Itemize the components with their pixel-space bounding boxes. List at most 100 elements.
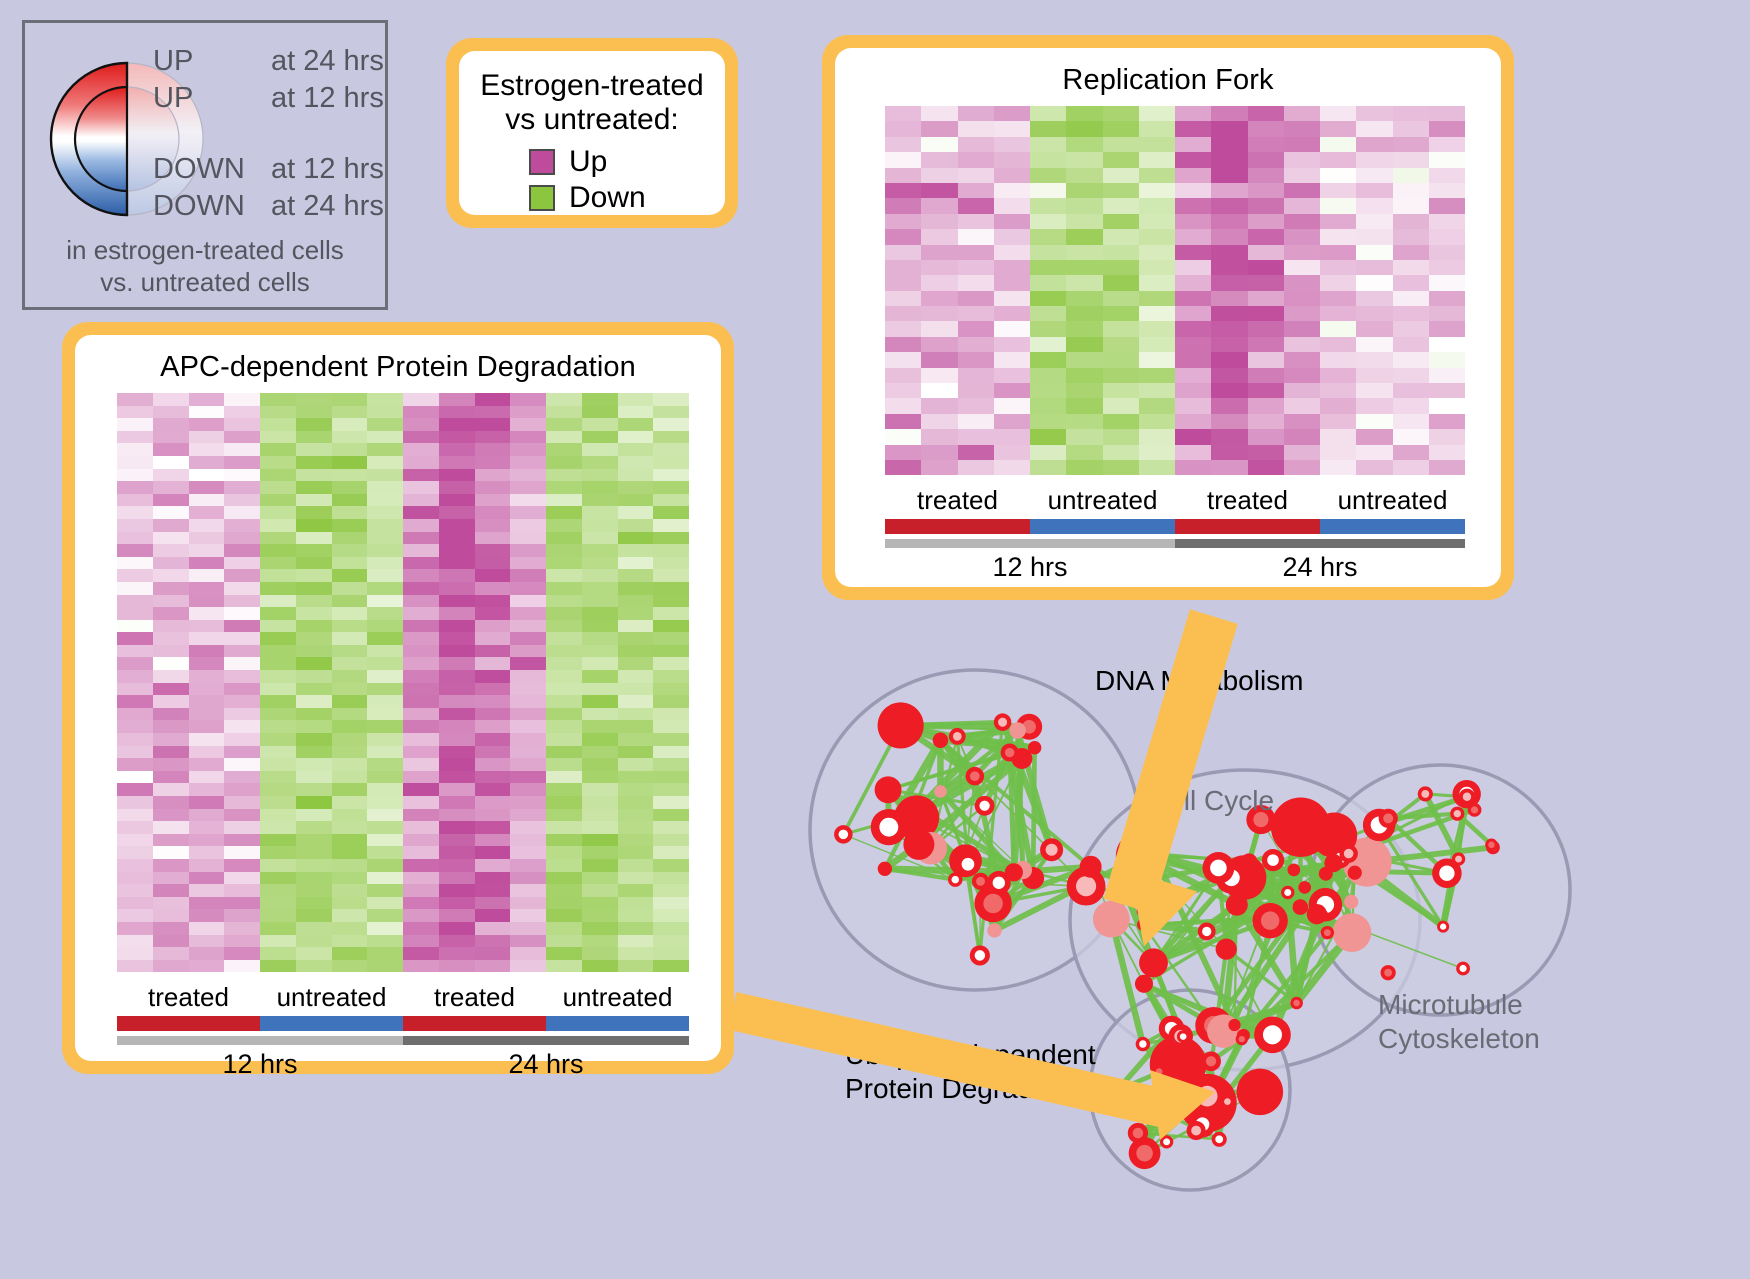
network-node[interactable] [1135,975,1153,993]
network-node[interactable] [1005,863,1023,881]
network-node[interactable] [1237,1069,1283,1115]
legend-key-label: UP [153,45,271,78]
network-node[interactable] [975,950,985,960]
network-node[interactable] [1215,1135,1223,1143]
timepoint-color-bar [117,1036,689,1045]
network-node[interactable] [1173,1090,1180,1097]
network-node[interactable] [1293,1000,1300,1007]
network-node[interactable] [875,776,902,803]
network-node[interactable] [1163,1138,1170,1145]
replication-fork-title: Replication Fork [835,48,1501,97]
network-node[interactable] [1384,969,1392,977]
legend-value-label: at 24 hrs [271,190,384,223]
network-node[interactable] [878,862,892,876]
network-diagram: DNA Metabolism Cell Cycle Microtubule Cy… [790,620,1750,1279]
network-node[interactable] [1147,846,1162,861]
network-node[interactable] [1093,901,1130,938]
network-node[interactable] [1210,860,1227,877]
network-node[interactable] [1383,813,1393,823]
network-node[interactable] [953,732,962,741]
network-node[interactable] [903,806,920,823]
network-node[interactable] [903,829,934,860]
network-node[interactable] [1439,866,1454,881]
network-node[interactable] [1239,1036,1245,1042]
network-node[interactable] [1315,909,1328,922]
network-node[interactable] [1156,1068,1163,1075]
network-node[interactable] [1267,854,1279,866]
legend-circles-box: UP at 24 hrs UP at 12 hrs DOWN at 12 hrs… [22,20,388,310]
network-node[interactable] [1228,1019,1240,1031]
network-node[interactable] [1140,907,1147,914]
network-node[interactable] [1009,722,1025,738]
down-label: Down [569,181,646,215]
network-node[interactable] [1197,1086,1218,1107]
network-node[interactable] [1076,876,1096,896]
network-node[interactable] [1440,924,1446,930]
network-node[interactable] [983,894,1002,913]
network-node[interactable] [976,877,985,886]
network-node[interactable] [1112,873,1133,894]
legend-footer: in estrogen-treated cells vs. untreated … [25,235,385,298]
network-node[interactable] [998,718,1007,727]
network-node[interactable] [1137,918,1150,931]
network-node[interactable] [1206,1056,1216,1066]
network-node[interactable] [1298,881,1311,894]
network-node[interactable] [934,785,947,798]
network-node[interactable] [1114,1087,1121,1094]
legend-circle-rows: UP at 24 hrs UP at 12 hrs DOWN at 12 hrs… [153,45,384,227]
network-node[interactable] [1241,853,1258,870]
network-node[interactable] [1421,790,1429,798]
network-node[interactable] [879,818,898,837]
network-node[interactable] [1333,913,1372,952]
legend-value-label: at 12 hrs [271,82,384,115]
network-node[interactable] [1287,864,1300,877]
network-node[interactable] [878,702,924,748]
network-node[interactable] [1136,1145,1153,1162]
network-node[interactable] [1454,810,1461,817]
network-node[interactable] [839,830,849,840]
up-label: Up [569,145,607,179]
network-node[interactable] [933,733,948,748]
network-node[interactable] [1455,856,1462,863]
network-node[interactable] [1324,929,1331,936]
cluster-label-microtubule-cytoskeleton: Microtubule Cytoskeleton [1378,988,1540,1055]
network-node[interactable] [979,801,989,811]
panel-apc-degradation: APC-dependent Protein Degradation treate… [62,322,734,1074]
network-node[interactable] [1139,948,1168,977]
axis-label-treated-12: treated [117,982,260,1013]
network-node[interactable] [1261,911,1279,929]
network-node[interactable] [1028,741,1041,754]
network-node[interactable] [1202,927,1211,936]
network-node[interactable] [1046,844,1058,856]
network-node[interactable] [1005,748,1014,757]
network-node[interactable] [1224,1098,1231,1105]
network-node[interactable] [1488,842,1495,849]
network-node[interactable] [962,858,975,871]
network-node[interactable] [1284,889,1291,896]
network-node[interactable] [1139,1040,1147,1048]
timepoint-labels: 12 hrs 24 hrs [117,1049,689,1080]
network-node[interactable] [1133,1128,1144,1139]
network-node[interactable] [1344,849,1354,859]
network-node[interactable] [1191,1126,1201,1136]
timepoint-labels: 12 hrs 24 hrs [885,552,1465,583]
network-node[interactable] [1216,939,1237,960]
network-node[interactable] [1348,866,1362,880]
network-node[interactable] [1263,1025,1282,1044]
network-node[interactable] [1319,867,1333,881]
network-node[interactable] [1180,1033,1187,1040]
network-node[interactable] [993,877,1005,889]
network-node[interactable] [951,876,959,884]
network-node[interactable] [1344,895,1358,909]
network-node[interactable] [970,771,980,781]
network-node[interactable] [1459,965,1466,972]
network-node[interactable] [1226,894,1248,916]
network-node[interactable] [1471,806,1478,813]
legend-key-label: UP [153,82,271,115]
panel-replication-fork: Replication Fork treated untreated treat… [822,35,1514,600]
network-node[interactable] [1463,793,1471,801]
network-node[interactable] [1292,899,1308,915]
apc-title: APC-dependent Protein Degradation [75,335,721,384]
network-node[interactable] [1080,856,1102,878]
network-node[interactable] [987,923,1001,937]
